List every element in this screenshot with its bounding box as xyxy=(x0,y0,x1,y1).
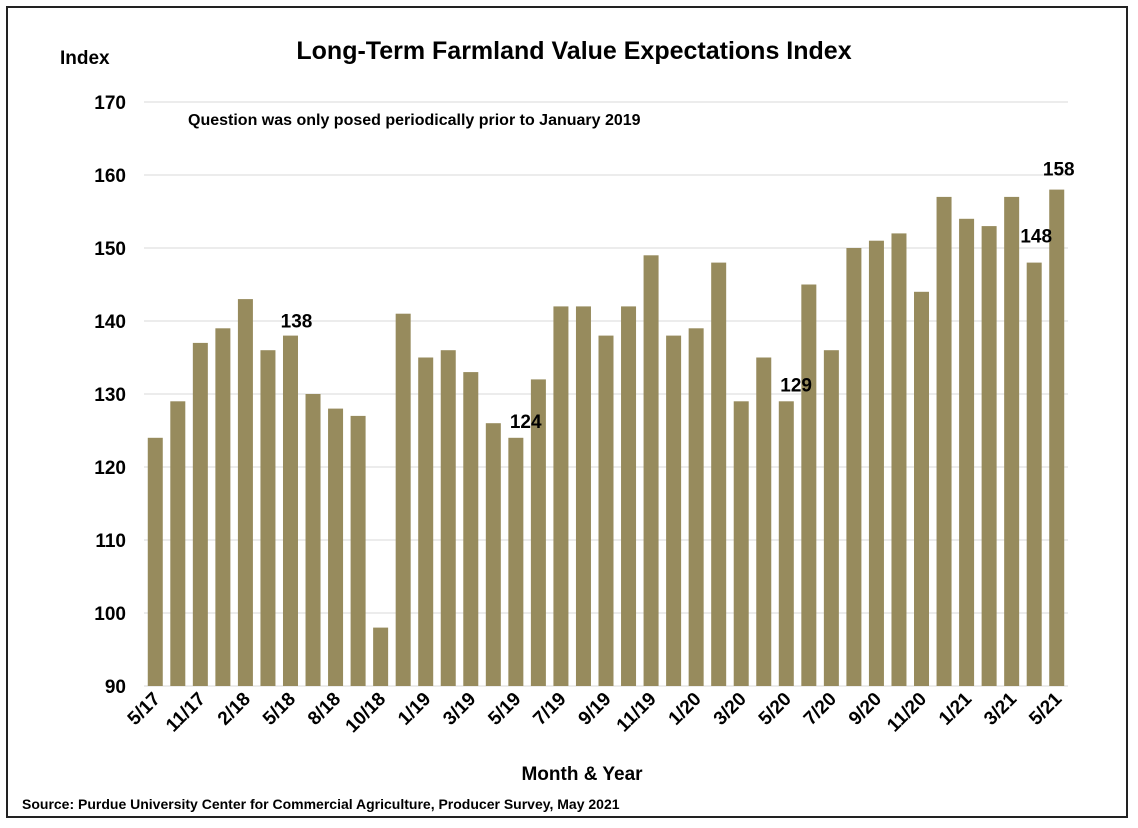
bar xyxy=(463,372,479,686)
x-tick-label: 2/18 xyxy=(214,689,255,730)
x-tick-label: 9/19 xyxy=(575,689,616,730)
x-tick-label: 3/20 xyxy=(710,689,751,730)
bar xyxy=(598,335,614,686)
bar xyxy=(823,350,839,686)
x-tick-label: 5/18 xyxy=(259,689,300,730)
bar xyxy=(508,437,524,686)
x-tick-label: 3/21 xyxy=(980,688,1021,729)
bar xyxy=(891,233,907,686)
bar xyxy=(170,401,186,686)
bar xyxy=(395,313,411,686)
y-axis-label: Index xyxy=(60,48,110,69)
bar xyxy=(936,196,952,686)
chart-frame: 90 100 110 120 130 140 150 160 170 5/17 11/17 2/18… xyxy=(6,6,1128,818)
x-tick-label: 1/19 xyxy=(394,689,435,730)
x-tick-label: 1/21 xyxy=(935,688,976,729)
x-tick-label: 3/19 xyxy=(439,689,480,730)
bar xyxy=(147,437,163,686)
bar xyxy=(530,379,546,686)
y-tick-label: 140 xyxy=(94,312,126,333)
bar xyxy=(282,335,298,686)
chart-title: Long-Term Farmland Value Expectations In… xyxy=(296,37,851,65)
x-tick-label: 11/20 xyxy=(883,689,931,737)
bar xyxy=(959,218,975,687)
bar xyxy=(688,328,704,686)
x-tick-label: 8/18 xyxy=(304,689,345,730)
y-tick-label: 110 xyxy=(95,531,126,552)
bar xyxy=(215,328,231,686)
bar xyxy=(733,401,749,686)
bar xyxy=(260,350,276,686)
bar xyxy=(914,291,930,686)
bar xyxy=(801,284,817,686)
data-labels: 138 124 129 148 158 xyxy=(281,160,1075,433)
bar xyxy=(643,255,659,687)
bar xyxy=(575,306,591,686)
y-tick-label: 100 xyxy=(94,604,126,625)
x-tick-label: 11/19 xyxy=(613,689,661,737)
data-label: 129 xyxy=(780,375,812,396)
y-tick-label: 170 xyxy=(94,93,126,114)
y-tick-label: 160 xyxy=(94,166,126,187)
bar xyxy=(418,357,434,686)
data-label: 158 xyxy=(1043,160,1075,181)
bar xyxy=(305,394,321,686)
x-tick-label: 10/18 xyxy=(342,689,390,737)
bar xyxy=(237,299,253,686)
data-label: 148 xyxy=(1020,227,1052,248)
bar xyxy=(778,401,794,686)
bar xyxy=(621,306,637,686)
source-note: Source: Purdue University Center for Com… xyxy=(22,796,620,812)
x-tick-label: 9/20 xyxy=(845,689,886,730)
x-tick-label: 5/21 xyxy=(1025,688,1066,729)
bar xyxy=(328,408,344,686)
y-tick-label: 90 xyxy=(105,677,126,698)
data-label: 124 xyxy=(510,412,542,433)
bar xyxy=(1049,189,1065,686)
bar xyxy=(373,627,389,686)
y-tick-labels: 90 100 110 120 130 140 150 160 170 xyxy=(94,93,126,698)
bar xyxy=(981,226,997,686)
annotation-note: Question was only posed periodically pri… xyxy=(188,112,641,129)
bar xyxy=(868,240,884,686)
bar xyxy=(485,423,501,686)
bar xyxy=(846,248,862,686)
y-tick-label: 130 xyxy=(94,385,126,406)
bar xyxy=(1026,262,1042,686)
y-tick-label: 120 xyxy=(94,458,126,479)
bar xyxy=(666,335,682,686)
bar xyxy=(350,415,366,686)
bars xyxy=(147,189,1065,687)
x-tick-label: 11/17 xyxy=(162,689,210,737)
bar xyxy=(1004,196,1020,686)
x-tick-label: 5/19 xyxy=(484,689,525,730)
x-tick-label: 1/20 xyxy=(665,689,706,730)
bar xyxy=(553,306,569,686)
bar xyxy=(440,350,456,686)
x-tick-label: 7/19 xyxy=(529,689,570,730)
bar xyxy=(756,357,772,686)
x-axis-label: Month & Year xyxy=(521,764,643,785)
x-tick-label: 5/20 xyxy=(755,689,796,730)
data-label: 138 xyxy=(281,312,313,333)
x-tick-label: 5/17 xyxy=(124,689,165,730)
y-tick-label: 150 xyxy=(94,239,126,260)
x-tick-label: 7/20 xyxy=(800,689,841,730)
bar xyxy=(711,262,727,686)
bar xyxy=(192,342,208,686)
